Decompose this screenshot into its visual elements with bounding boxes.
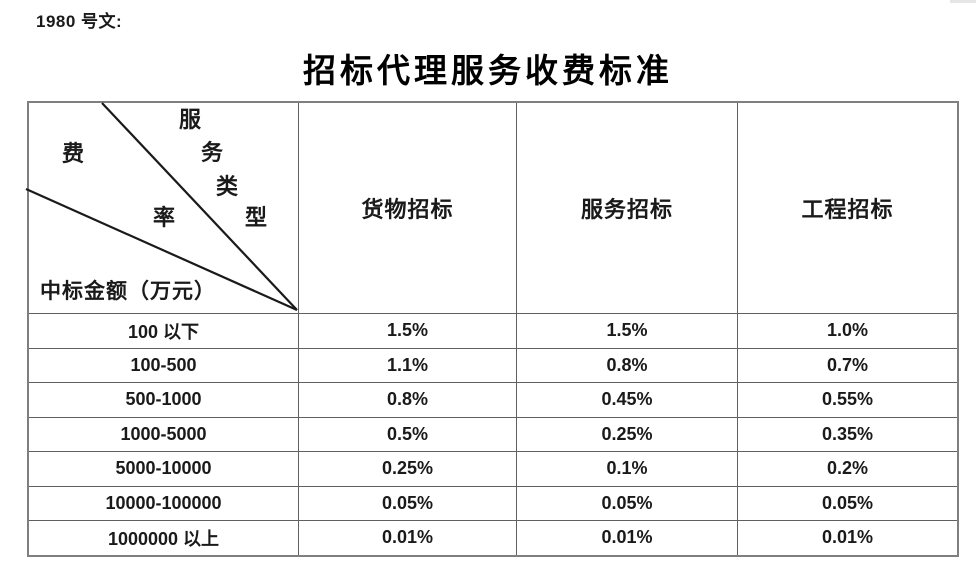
amount-range-cell: 100 以下 bbox=[27, 313, 299, 349]
corner-row-axis-label: 中标金额（万元） bbox=[40, 279, 216, 303]
corner-axis-char: 务 bbox=[201, 140, 224, 165]
table-row: 100-500 1.1% 0.8% 0.7% bbox=[27, 347, 959, 383]
rate-cell: 0.1% bbox=[516, 451, 738, 487]
amount-range-cell: 500-1000 bbox=[27, 382, 299, 418]
rate-cell: 0.5% bbox=[298, 416, 517, 452]
rate-cell: 0.05% bbox=[737, 485, 959, 521]
corner-axis-char: 类 bbox=[216, 174, 239, 199]
amount-range-cell: 10000-100000 bbox=[27, 485, 299, 521]
corner-axis-char: 率 bbox=[153, 205, 176, 230]
amount-range-cell: 1000-5000 bbox=[27, 416, 299, 452]
corner-axis-char: 服 bbox=[179, 107, 202, 132]
corner-axis-char: 费 bbox=[62, 141, 85, 166]
amount-range-cell: 5000-10000 bbox=[27, 451, 299, 487]
rate-cell: 0.2% bbox=[737, 451, 959, 487]
page-title: 招标代理服务收费标准 bbox=[303, 54, 673, 90]
diagonal-divider-lines bbox=[25, 102, 298, 312]
corner-header-cell: 服 务 类 型 费 率 中标金额（万元） bbox=[25, 101, 299, 314]
table-row: 5000-10000 0.25% 0.1% 0.2% bbox=[27, 451, 959, 487]
rate-cell: 0.05% bbox=[516, 485, 738, 521]
table-row: 100 以下 1.5% 1.5% 1.0% bbox=[27, 313, 959, 349]
rate-cell: 1.1% bbox=[298, 347, 517, 383]
rate-cell: 0.01% bbox=[516, 520, 738, 556]
column-header-works: 工程招标 bbox=[737, 101, 959, 314]
column-header-goods: 货物招标 bbox=[298, 101, 517, 314]
table-row: 500-1000 0.8% 0.45% 0.55% bbox=[27, 382, 959, 418]
rate-cell: 0.05% bbox=[298, 485, 517, 521]
rate-cell: 0.35% bbox=[737, 416, 959, 452]
rate-cell: 0.7% bbox=[737, 347, 959, 383]
rate-cell: 0.25% bbox=[298, 451, 517, 487]
doc-number-label: 1980 号文: bbox=[36, 12, 123, 31]
rate-cell: 0.25% bbox=[516, 416, 738, 452]
rate-cell: 1.5% bbox=[516, 313, 738, 349]
fee-standard-table: 服 务 类 型 费 率 中标金额（万元） 货物招标 服务招标 工程招标 100 … bbox=[25, 101, 959, 557]
rate-cell: 0.01% bbox=[298, 520, 517, 556]
amount-range-cell: 1000000 以上 bbox=[27, 520, 299, 556]
rate-cell: 0.01% bbox=[737, 520, 959, 556]
corner-axis-char: 型 bbox=[245, 205, 268, 230]
rate-cell: 0.8% bbox=[298, 382, 517, 418]
table-row: 10000-100000 0.05% 0.05% 0.05% bbox=[27, 485, 959, 521]
scan-artifact-mark bbox=[950, 0, 976, 3]
amount-range-cell: 100-500 bbox=[27, 347, 299, 383]
column-header-services: 服务招标 bbox=[516, 101, 738, 314]
table-row: 1000000 以上 0.01% 0.01% 0.01% bbox=[27, 520, 959, 556]
table-header-row: 服 务 类 型 费 率 中标金额（万元） 货物招标 服务招标 工程招标 bbox=[25, 101, 959, 314]
rate-cell: 0.45% bbox=[516, 382, 738, 418]
rate-cell: 0.8% bbox=[516, 347, 738, 383]
table-row: 1000-5000 0.5% 0.25% 0.35% bbox=[27, 416, 959, 452]
rate-cell: 1.5% bbox=[298, 313, 517, 349]
rate-cell: 1.0% bbox=[737, 313, 959, 349]
rate-cell: 0.55% bbox=[737, 382, 959, 418]
